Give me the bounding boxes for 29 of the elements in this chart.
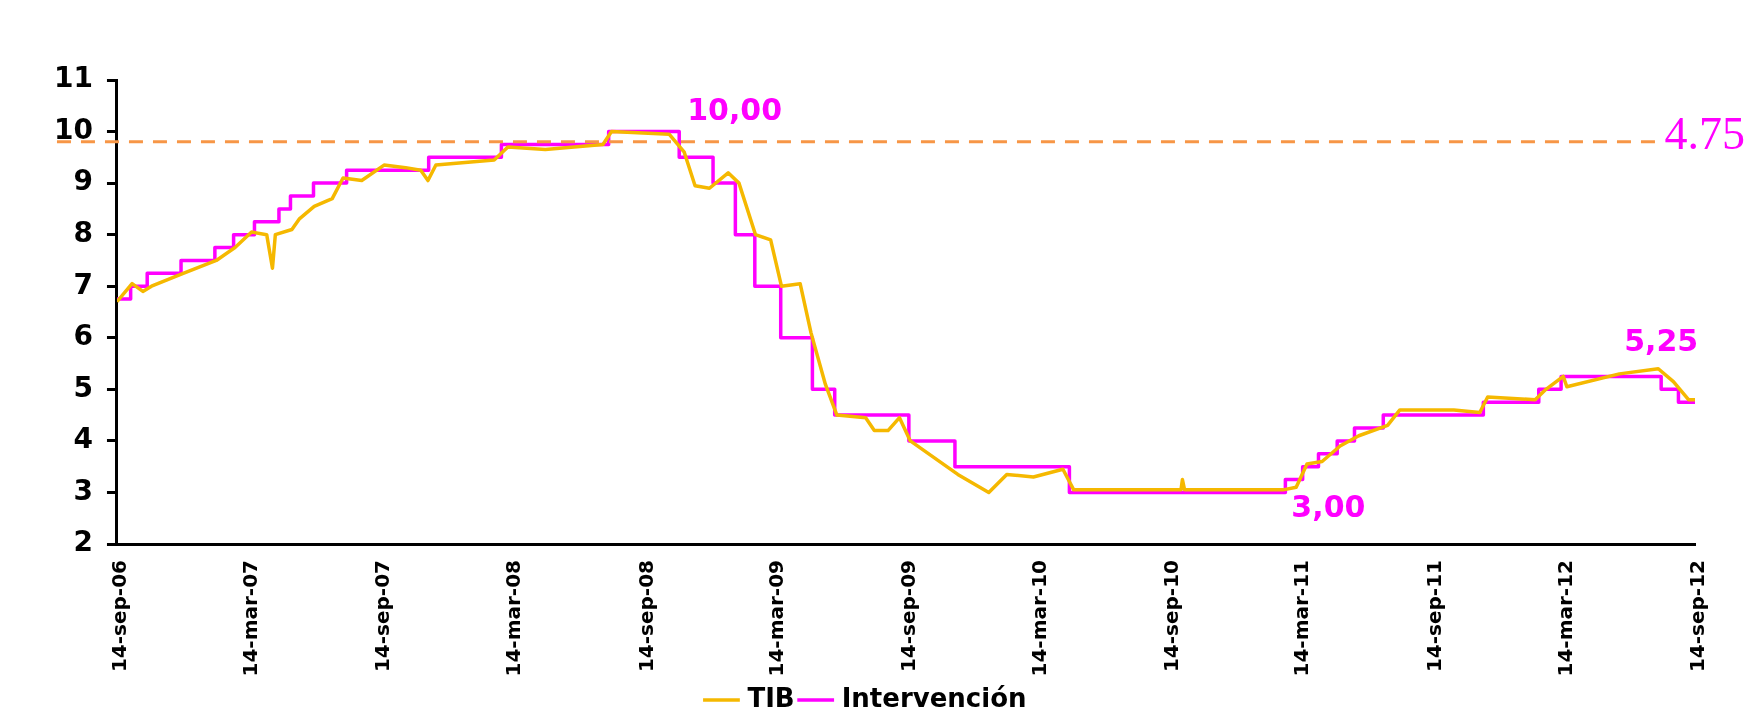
y-tick-label: 11 [54,61,93,95]
y-tick-label: 4 [73,422,93,456]
y-tick-label: 3 [73,473,93,507]
y-tick-label: 7 [73,267,93,301]
x-tick-label: 14-mar-12 [1552,560,1577,677]
annotation: 3,00 [1291,489,1366,525]
x-tick-label: 14-sep-09 [896,560,921,673]
y-tick-label: 5 [73,370,93,404]
x-tick-label: 14-sep-08 [633,560,658,673]
x-tick-label: 14-mar-08 [501,560,526,677]
y-tick-label: 9 [73,164,93,198]
x-tick-label: 14-sep-12 [1685,560,1710,673]
y-tick-label: 6 [73,319,93,353]
y-tick-label: 8 [73,215,93,249]
annotation: 5,25 [1624,323,1699,359]
x-tick-label: 14-sep-11 [1421,560,1446,673]
x-tick-label: 14-mar-10 [1026,560,1051,677]
annotation: 10,00 [687,92,783,128]
x-tick-label: 14-mar-07 [237,560,262,677]
x-tick-label: 14-sep-10 [1159,560,1184,673]
y-tick-label: 2 [73,525,93,559]
x-tick-label: 14-sep-06 [107,560,132,673]
y-tick-label: 10 [54,112,93,146]
legend-label: Intervención [841,682,1027,713]
x-tick-label: 14-mar-11 [1289,560,1314,677]
annotation: 4.75 [1664,107,1745,159]
x-tick-label: 14-mar-09 [763,560,788,677]
x-tick-label: 14-sep-07 [370,560,395,673]
legend-label: TIB [747,682,795,713]
